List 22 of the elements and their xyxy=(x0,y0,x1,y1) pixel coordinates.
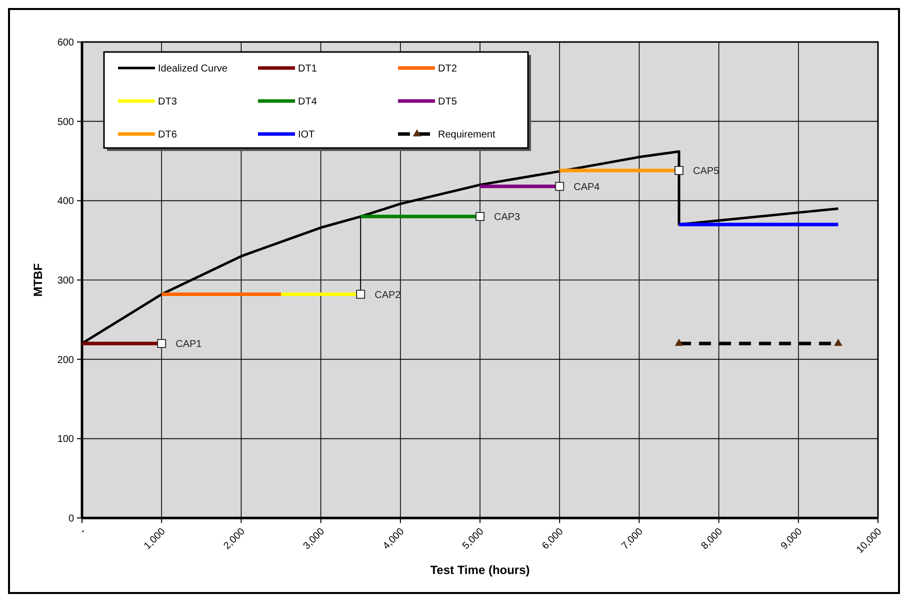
legend-label: Idealized Curve xyxy=(158,64,228,74)
y-tick-label: 100 xyxy=(57,434,74,446)
legend-label: DT4 xyxy=(298,96,318,108)
y-tick-label: 300 xyxy=(57,276,74,286)
x-axis-title: Test Time (hours) xyxy=(430,563,530,577)
y-tick-label: 200 xyxy=(57,354,74,366)
legend-label: DT5 xyxy=(438,96,458,108)
annotation: CAP3 xyxy=(494,212,521,224)
y-tick-label: 600 xyxy=(57,38,74,48)
legend-label: Requirement xyxy=(438,130,496,140)
y-tick-label: 400 xyxy=(57,196,74,208)
x-tick-label: - xyxy=(78,526,88,536)
legend-label: DT6 xyxy=(158,130,178,140)
y-axis-title: MTBF xyxy=(31,263,45,297)
annotation: CAP4 xyxy=(574,182,600,193)
legend-label: DT3 xyxy=(158,96,178,108)
legend-label: DT1 xyxy=(298,64,318,74)
y-tick-label: 500 xyxy=(57,116,74,128)
legend-label: DT2 xyxy=(438,64,458,74)
y-tick-label: 0 xyxy=(68,514,74,524)
annotation: CAP1 xyxy=(176,338,202,350)
legend-label: IOT xyxy=(298,130,315,140)
